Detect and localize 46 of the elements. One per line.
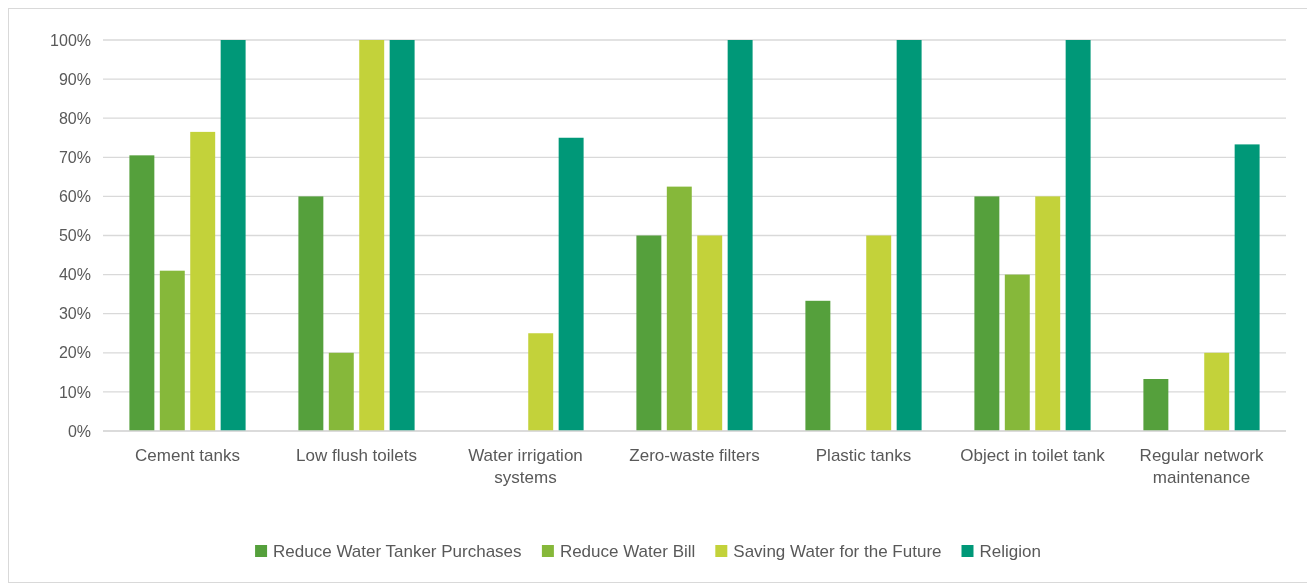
- y-tick-label: 0%: [67, 422, 91, 440]
- bar: [666, 186, 692, 431]
- y-tick-label: 80%: [58, 109, 91, 127]
- legend-label: Religion: [979, 541, 1041, 561]
- x-tick-label: Water irrigation systems: [468, 446, 583, 487]
- bar: [896, 40, 922, 431]
- y-tick-label: 30%: [58, 305, 91, 323]
- bar: [159, 270, 185, 431]
- bar: [528, 333, 554, 431]
- bar: [1004, 274, 1030, 431]
- bar: [298, 196, 324, 431]
- bar: [636, 235, 662, 431]
- x-tick-label: Plastic tanks: [815, 446, 912, 465]
- bar: [727, 40, 753, 431]
- y-tick-label: 50%: [58, 227, 91, 245]
- bar: [1234, 144, 1260, 431]
- bar: [974, 196, 1000, 431]
- y-tick-label: 60%: [58, 188, 91, 205]
- bar: [389, 40, 415, 431]
- bar: [190, 131, 216, 431]
- bar: [558, 137, 584, 431]
- bar: [1204, 352, 1230, 431]
- y-tick-label: 20%: [58, 344, 91, 362]
- x-tick-label: Zero-waste filters: [629, 446, 760, 465]
- bar: [697, 235, 723, 431]
- bar: [1035, 196, 1061, 431]
- y-tick-label: 100%: [50, 31, 91, 49]
- legend-label: Saving Water for the Future: [733, 541, 942, 561]
- x-tick-label: Regular network maintenance: [1139, 446, 1264, 487]
- y-tick-label: 10%: [58, 383, 91, 401]
- x-tick-label: Low flush toilets: [296, 446, 417, 465]
- bar: [866, 235, 892, 431]
- bar: [359, 40, 385, 431]
- bar: [805, 300, 831, 431]
- legend-label: Reduce Water Tanker Purchases: [273, 541, 522, 561]
- bar: [1065, 40, 1091, 431]
- bar: [220, 40, 246, 431]
- y-tick-label: 40%: [58, 266, 91, 284]
- bar: [328, 352, 354, 431]
- legend-label: Reduce Water Bill: [559, 541, 696, 561]
- x-tick-label: Cement tanks: [135, 446, 240, 465]
- y-tick-label: 90%: [58, 70, 91, 88]
- bar: [129, 155, 155, 431]
- bar: [1143, 379, 1169, 431]
- x-tick-label: Object in toilet tank: [960, 446, 1106, 465]
- y-tick-label: 70%: [58, 148, 91, 166]
